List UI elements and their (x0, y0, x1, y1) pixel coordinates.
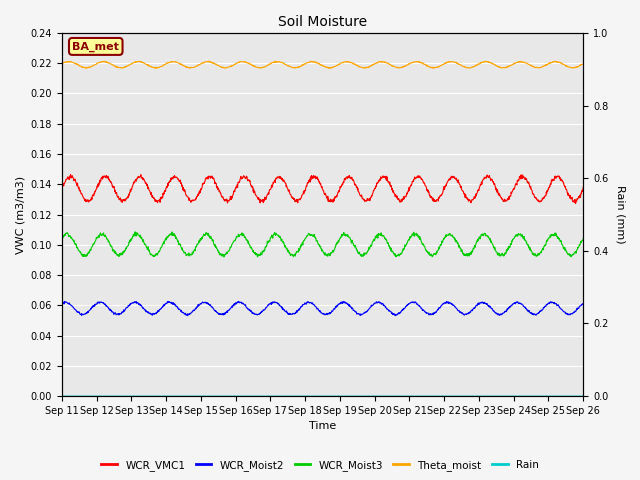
WCR_Moist2 (518, 302, 526, 308)
Rain (518, 393, 525, 399)
Theta_moist (326, 65, 334, 71)
WCR_VMC1 (162, 188, 170, 194)
WCR_Moist3 (174, 238, 182, 244)
WCR_VMC1 (518, 172, 525, 178)
Theta_moist (579, 61, 587, 67)
WCR_VMC1 (58, 184, 66, 190)
Y-axis label: VWC (m3/m3): VWC (m3/m3) (15, 176, 25, 253)
WCR_VMC1 (472, 192, 479, 197)
WCR_Moist2 (404, 301, 412, 307)
Rain (403, 393, 411, 399)
Legend: WCR_VMC1, WCR_Moist2, WCR_Moist3, Theta_moist, Rain: WCR_VMC1, WCR_Moist2, WCR_Moist3, Theta_… (97, 456, 543, 475)
Theta_moist (161, 62, 169, 68)
WCR_Moist3 (404, 238, 412, 243)
WCR_Moist2 (232, 301, 240, 307)
Line: Theta_moist: Theta_moist (62, 61, 583, 68)
Theta_moist (174, 60, 182, 66)
WCR_Moist2 (161, 301, 169, 307)
Text: BA_met: BA_met (72, 41, 119, 51)
Rain (161, 393, 169, 399)
Theta_moist (233, 60, 241, 66)
Line: WCR_VMC1: WCR_VMC1 (62, 175, 583, 204)
Title: Soil Moisture: Soil Moisture (278, 15, 367, 29)
WCR_VMC1 (67, 172, 74, 178)
WCR_Moist3 (518, 233, 526, 239)
WCR_Moist3 (253, 254, 261, 260)
WCR_Moist2 (58, 300, 66, 306)
WCR_Moist2 (579, 300, 587, 306)
Rain (579, 393, 587, 399)
WCR_VMC1 (404, 190, 412, 195)
Rain (58, 393, 66, 399)
Rain (232, 393, 240, 399)
Line: WCR_Moist3: WCR_Moist3 (62, 232, 583, 257)
Rain (174, 393, 182, 399)
Line: WCR_Moist2: WCR_Moist2 (62, 301, 583, 316)
Theta_moist (205, 58, 212, 64)
Y-axis label: Rain (mm): Rain (mm) (615, 185, 625, 244)
WCR_Moist2 (174, 305, 182, 311)
WCR_Moist2 (234, 299, 242, 304)
WCR_Moist3 (579, 236, 587, 241)
X-axis label: Time: Time (309, 421, 336, 432)
WCR_Moist3 (233, 233, 241, 239)
WCR_VMC1 (572, 201, 579, 206)
Theta_moist (58, 61, 66, 67)
WCR_Moist3 (58, 236, 66, 242)
WCR_Moist3 (131, 229, 139, 235)
Theta_moist (518, 59, 526, 65)
WCR_VMC1 (579, 185, 587, 191)
WCR_Moist3 (472, 241, 480, 247)
Theta_moist (404, 62, 412, 68)
WCR_Moist3 (162, 236, 170, 241)
WCR_Moist2 (392, 313, 399, 319)
Rain (472, 393, 479, 399)
Theta_moist (472, 63, 480, 69)
WCR_VMC1 (174, 177, 182, 182)
WCR_VMC1 (233, 185, 241, 191)
WCR_Moist2 (472, 303, 480, 309)
